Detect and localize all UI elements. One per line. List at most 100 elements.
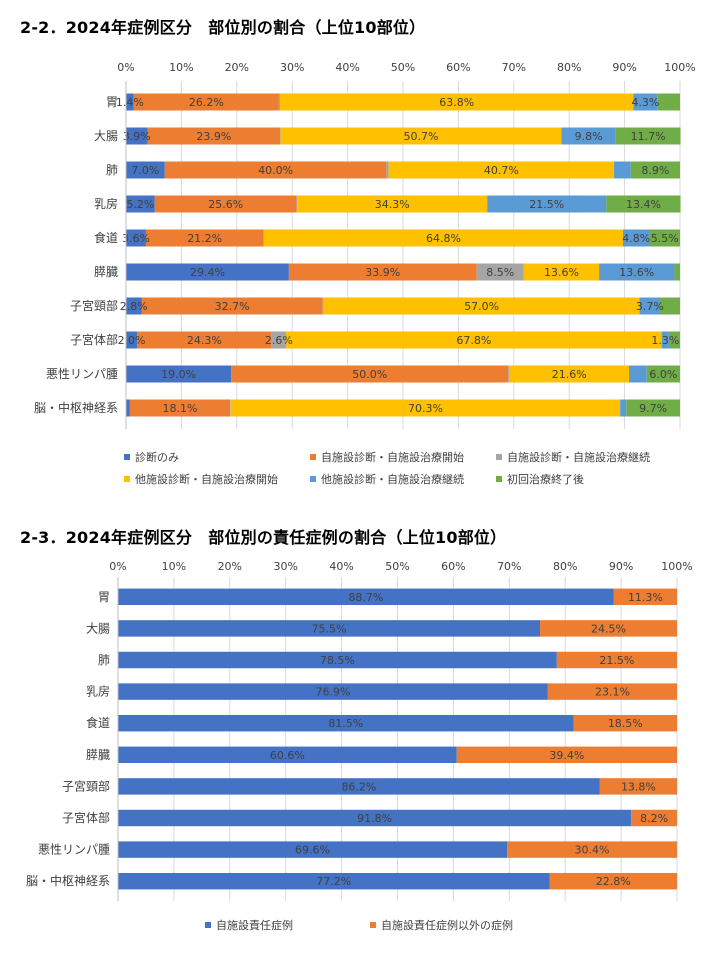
data-label: 40.0% bbox=[258, 164, 293, 177]
x-tick-label: 30% bbox=[280, 61, 304, 74]
bar-segment bbox=[456, 746, 677, 764]
data-label: 21.2% bbox=[187, 232, 222, 245]
data-label: 70.3% bbox=[408, 402, 443, 415]
data-label: 50.7% bbox=[404, 130, 439, 143]
x-tick-label: 50% bbox=[385, 560, 409, 573]
data-label: 26.2% bbox=[189, 96, 224, 109]
data-label: 13.6% bbox=[619, 266, 654, 279]
x-tick-label: 90% bbox=[612, 61, 636, 74]
bar-segment bbox=[126, 297, 142, 315]
legend-label: 診断のみ bbox=[135, 450, 179, 464]
category-label: 膵臓 bbox=[94, 265, 118, 279]
bar-segment bbox=[288, 263, 477, 281]
data-label: 76.9% bbox=[315, 686, 350, 699]
bar-segment bbox=[126, 93, 134, 111]
data-label: 32.7% bbox=[215, 300, 250, 313]
data-label: 33.9% bbox=[365, 266, 400, 279]
legend-label: 他施設診断・自施設治療開始 bbox=[135, 472, 278, 486]
data-label: 40.7% bbox=[484, 164, 519, 177]
chart-svg: 0% 10% 20% 30% 40% 50% 60% 70% 80% 90% 100% 胃大腸肺乳房食… bbox=[26, 560, 693, 932]
data-label: 3.7% bbox=[636, 300, 664, 313]
category-label: 子宮頸部 bbox=[70, 298, 118, 313]
chart-title: 2-3．2024年症例区分 部位別の責任症例の割合（上位10部位） bbox=[20, 528, 507, 547]
data-label: 5.5% bbox=[651, 232, 679, 245]
data-label: 64.8% bbox=[426, 232, 461, 245]
bar-segment bbox=[230, 399, 621, 417]
bar-segment bbox=[126, 331, 138, 349]
bar-segment bbox=[280, 93, 634, 111]
bar-segment bbox=[126, 229, 146, 247]
legend-swatch bbox=[310, 476, 316, 482]
x-tick-label: 70% bbox=[502, 61, 526, 74]
x-tick-label: 10% bbox=[162, 560, 186, 573]
bar-segment bbox=[126, 195, 155, 213]
bar-segment bbox=[118, 841, 508, 858]
category-label: 大腸 bbox=[86, 621, 110, 635]
data-label: 7.0% bbox=[131, 164, 159, 177]
bar-segment bbox=[549, 872, 677, 890]
data-label: 8.5% bbox=[486, 266, 514, 279]
bar-segment bbox=[660, 297, 680, 315]
bar-segment bbox=[147, 127, 281, 145]
x-tick-label: 60% bbox=[446, 61, 470, 74]
bar-segment bbox=[280, 127, 562, 145]
data-label: 50.0% bbox=[352, 368, 387, 381]
bar-segment bbox=[509, 365, 630, 383]
bar-segment bbox=[639, 297, 661, 315]
data-label: 9.8% bbox=[575, 130, 603, 143]
data-label: 24.3% bbox=[187, 334, 222, 347]
category-label: 脳・中枢神経系 bbox=[34, 400, 118, 415]
bar-segment bbox=[118, 746, 457, 764]
bar-segment bbox=[133, 93, 279, 111]
bar-segment bbox=[263, 229, 623, 247]
data-label: 18.5% bbox=[608, 717, 643, 730]
x-tick-label: 80% bbox=[557, 61, 581, 74]
bar-segment bbox=[523, 263, 600, 281]
data-label: 11.3% bbox=[628, 591, 663, 604]
x-tick-label: 0% bbox=[109, 560, 126, 573]
data-label: 5.2% bbox=[126, 198, 154, 211]
bar-segment bbox=[613, 588, 677, 606]
data-label: 88.7% bbox=[348, 591, 383, 604]
legend-label: 自施設診断・自施設治療継続 bbox=[507, 450, 650, 464]
category-label: 悪性リンパ腫 bbox=[38, 843, 110, 857]
bar-segment bbox=[118, 588, 614, 606]
bar-segment bbox=[164, 161, 387, 179]
data-label: 3.6% bbox=[122, 232, 150, 245]
data-label: 34.3% bbox=[375, 198, 410, 211]
bar-segment bbox=[540, 620, 677, 637]
bar-segment bbox=[118, 714, 574, 732]
legend-label: 自施設責任症例 bbox=[216, 918, 293, 932]
data-label: 24.5% bbox=[591, 622, 626, 635]
x-tick-label: 40% bbox=[329, 560, 353, 573]
legend-label: 自施設診断・自施設治療開始 bbox=[321, 450, 464, 464]
bar-segment bbox=[137, 331, 272, 349]
bar-segment bbox=[614, 161, 631, 179]
bar-segment bbox=[649, 229, 680, 247]
bar-segment bbox=[599, 263, 675, 281]
data-label: 21.6% bbox=[552, 368, 587, 381]
bar-segment bbox=[286, 331, 662, 349]
bar-segment bbox=[129, 399, 231, 417]
bar-segment bbox=[615, 127, 681, 145]
chart-site-responsible-case-ratio: 2-3．2024年症例区分 部位別の責任症例の割合（上位10部位） 0% 10% 2… bbox=[0, 510, 720, 960]
data-label: 81.5% bbox=[328, 717, 363, 730]
bar-segment bbox=[154, 195, 297, 213]
data-label: 19.0% bbox=[161, 368, 196, 381]
data-label: 69.6% bbox=[295, 844, 330, 857]
data-label: 6.0% bbox=[649, 368, 677, 381]
bar-segment bbox=[388, 161, 615, 179]
bar-segment bbox=[296, 195, 298, 213]
data-label: 25.6% bbox=[208, 198, 243, 211]
category-label: 食道 bbox=[86, 715, 110, 730]
legend-swatch bbox=[310, 454, 316, 460]
bar-segment bbox=[606, 195, 681, 213]
data-label: 1.3% bbox=[651, 334, 679, 347]
data-label: 23.1% bbox=[595, 686, 630, 699]
data-label: 13.4% bbox=[626, 198, 661, 211]
bar-segment bbox=[126, 365, 232, 383]
bar-segment bbox=[657, 93, 680, 111]
data-label: 23.9% bbox=[196, 130, 231, 143]
bar-segment bbox=[323, 297, 640, 315]
bar-segment bbox=[118, 872, 550, 890]
